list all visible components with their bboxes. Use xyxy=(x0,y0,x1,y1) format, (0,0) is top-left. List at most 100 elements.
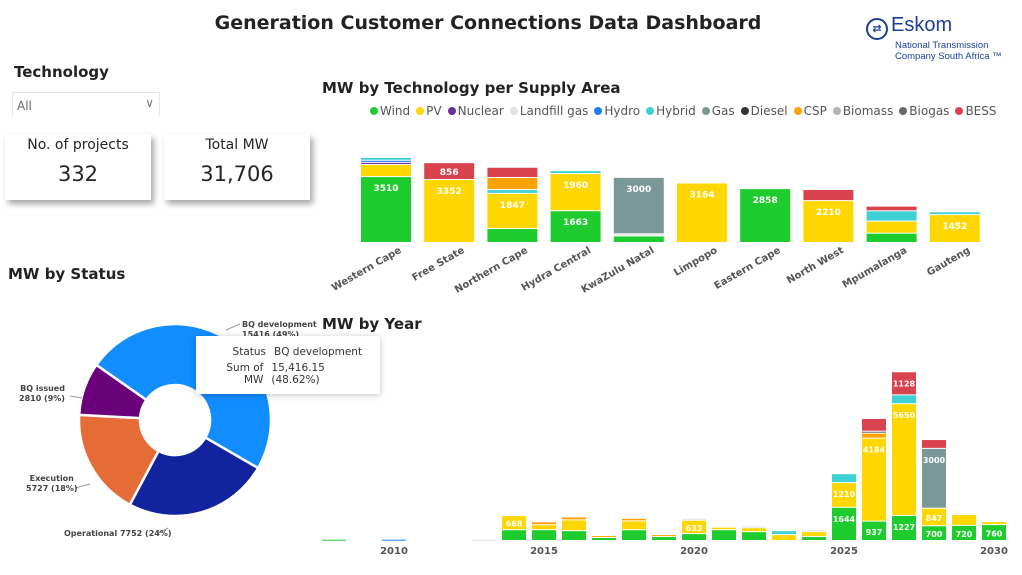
data-label: 3000 xyxy=(626,185,651,195)
bar-segment-wind xyxy=(892,515,916,540)
bar-segment-wind xyxy=(613,236,664,242)
bar-segment-pv xyxy=(929,215,980,242)
bar-segment-bess xyxy=(862,418,886,431)
legend-item-hybrid[interactable]: Hybrid xyxy=(646,104,696,118)
legend-item-bess[interactable]: BESS xyxy=(955,104,997,118)
data-label: 5650 xyxy=(893,411,916,420)
bar-segment-wind xyxy=(742,532,766,540)
x-tick-label: 2010 xyxy=(380,546,408,557)
x-tick-label: Mpumalanga xyxy=(841,245,909,291)
bar-segment-bess xyxy=(803,189,854,201)
bar-segment-hybrid xyxy=(550,171,601,173)
bar-segment-pv xyxy=(862,438,886,521)
data-label: 1960 xyxy=(563,181,588,191)
bar-segment-pv xyxy=(712,527,736,530)
legend-dot-icon xyxy=(701,107,710,115)
logo-line2: Company South Africa ™ xyxy=(895,51,1002,62)
legend-dot-icon xyxy=(447,107,456,115)
bar-segment-wind xyxy=(532,530,556,540)
legend-item-nuclear[interactable]: Nuclear xyxy=(447,104,504,118)
donut-slice-execution xyxy=(77,413,161,507)
bar-segment-pv xyxy=(742,528,766,532)
legend-dot-icon xyxy=(370,107,378,115)
legend-dot-icon xyxy=(509,107,518,115)
logo-name: Eskom xyxy=(891,14,953,36)
data-label: 3000 xyxy=(923,456,946,465)
bar-segment-hybrid xyxy=(832,474,856,483)
status-chart-title: MW by Status xyxy=(8,265,126,283)
donut-tooltip: Status BQ development Sum of MW 15,416.15 … xyxy=(196,336,380,394)
bar-segment-hybrid xyxy=(361,157,411,160)
donut-label-bq-development: BQ development 15416 (49%) xyxy=(242,320,317,339)
tooltip-key: Sum of MW xyxy=(226,362,264,386)
bar-segment-wind xyxy=(550,211,601,242)
legend-item-wind[interactable]: Wind xyxy=(370,104,410,118)
bar-segment-wind xyxy=(502,530,526,540)
bar-segment-wind xyxy=(322,539,346,541)
legend-item-pv[interactable]: PV xyxy=(416,104,442,118)
bar-segment-wind xyxy=(712,530,736,540)
legend-item-gas[interactable]: Gas xyxy=(701,104,735,118)
legend-item-diesel[interactable]: Diesel xyxy=(740,104,788,118)
bar-segment-wind xyxy=(487,229,538,242)
bar-segment-pv xyxy=(550,173,601,211)
legend-label: Biomass xyxy=(842,104,894,118)
data-label: 1847 xyxy=(500,201,525,211)
x-tick-label: Free State xyxy=(411,245,467,284)
x-tick-label: North West xyxy=(785,245,846,287)
dashboard-title: Generation Customer Connections Data Das… xyxy=(214,12,762,34)
legend-label: Landfill gas xyxy=(519,104,589,118)
legend-dot-icon xyxy=(416,107,425,115)
data-label: 1663 xyxy=(563,218,588,228)
data-label: 760 xyxy=(986,530,1003,539)
tooltip-key: Status xyxy=(232,346,266,358)
bar-segment-pv xyxy=(532,525,556,530)
data-label: 633 xyxy=(686,524,703,533)
data-label: 937 xyxy=(866,528,883,537)
bar-segment-bess xyxy=(487,167,538,178)
technology-slicer-dropdown[interactable]: All ∨ xyxy=(12,92,160,116)
bar-segment-wind xyxy=(866,233,917,242)
legend-label: Wind xyxy=(380,104,411,118)
legend-item-biomass[interactable]: Biomass xyxy=(832,104,894,118)
legend-dot-icon xyxy=(955,107,964,115)
bar-segment-pv xyxy=(502,516,526,530)
bar-segment-wind xyxy=(982,525,1006,540)
bar-segment-bess xyxy=(866,206,917,211)
bar-segment-wind xyxy=(740,189,791,242)
bar-segment-csp xyxy=(622,518,646,521)
data-label: 4184 xyxy=(863,446,886,455)
bar-segment-csp xyxy=(562,517,586,520)
legend-label: CSP xyxy=(803,104,827,118)
legend-label: Gas xyxy=(711,104,735,118)
data-label: 1210 xyxy=(833,490,856,499)
legend-item-csp[interactable]: CSP xyxy=(793,104,827,118)
bar-segment-pv xyxy=(952,515,976,525)
bar-segment-pv xyxy=(832,483,856,507)
legend-label: Diesel xyxy=(750,104,788,118)
legend-item-landfill-gas[interactable]: Landfill gas xyxy=(509,104,589,118)
bar-segment-landfill-gas xyxy=(472,539,496,541)
card-value: 332 xyxy=(57,162,99,186)
legend-item-hydro[interactable]: Hydro xyxy=(594,104,640,118)
data-label: 1644 xyxy=(833,515,856,524)
bar-segment-pv xyxy=(361,164,411,177)
card-no-of-projects: No. of projects 332 xyxy=(5,134,151,200)
donut-slice-operational xyxy=(128,435,260,518)
bar-segment-wind xyxy=(862,521,886,540)
bar-segment-pv xyxy=(772,535,796,540)
donut-label-execution: Execution 5727 (18%) xyxy=(26,474,78,493)
legend-item-biogas[interactable]: Biogas xyxy=(899,104,949,118)
leader-line xyxy=(69,395,83,399)
x-tick-label: Western Cape xyxy=(330,245,404,294)
data-label: 1128 xyxy=(893,379,916,388)
bar-segment-csp xyxy=(487,178,538,190)
donut-slice-bq-issued xyxy=(77,363,149,420)
card-label: No. of projects xyxy=(27,137,129,153)
bar-segment-gas xyxy=(613,177,664,234)
bar-segment-pv xyxy=(802,532,826,537)
bar-segment-csp xyxy=(592,536,616,538)
bar-segment-wind xyxy=(361,177,411,242)
bar-segment-csp xyxy=(652,535,676,537)
bar-segment-pv xyxy=(982,522,1006,525)
